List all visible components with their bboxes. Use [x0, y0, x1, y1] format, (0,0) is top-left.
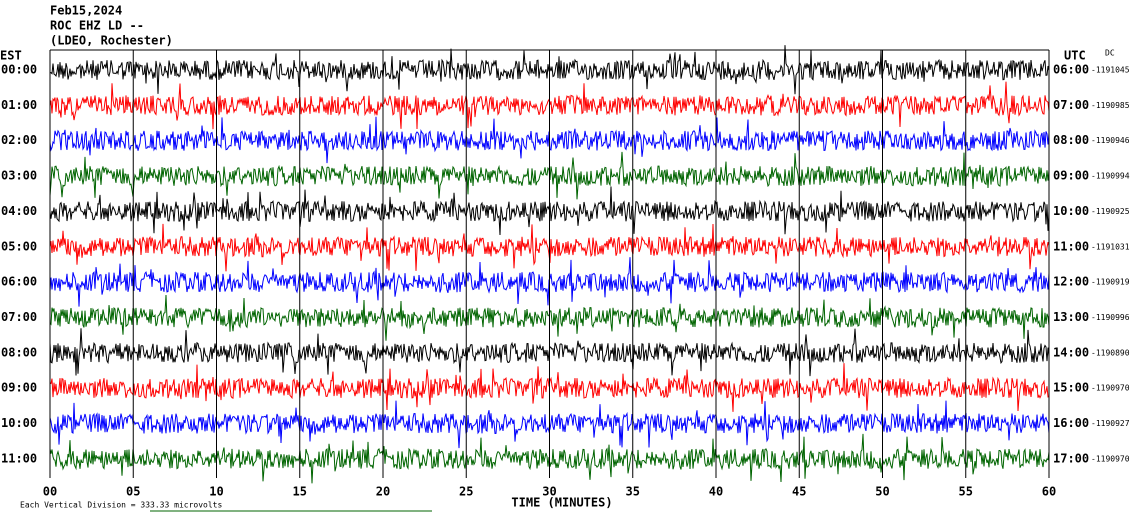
title-line: ROC EHZ LD -- — [50, 19, 144, 33]
est-time-label: 10:00 — [1, 416, 37, 430]
dc-offset: -1190996 — [1091, 313, 1130, 322]
dc-offset: -1190927 — [1091, 419, 1130, 428]
x-tick-label: 25 — [459, 485, 473, 499]
x-tick-label: 10 — [209, 485, 223, 499]
est-time-label: 08:00 — [1, 345, 37, 359]
dc-offset: -1190970 — [1091, 384, 1130, 393]
utc-time-label: 11:00 — [1053, 239, 1089, 253]
est-time-label: 01:00 — [1, 98, 37, 112]
est-time-label: 07:00 — [1, 310, 37, 324]
title-line: (LDEO, Rochester) — [50, 34, 173, 48]
est-time-label: 09:00 — [1, 381, 37, 395]
dc-offset: -1191031 — [1091, 242, 1130, 251]
utc-time-label: 09:00 — [1053, 169, 1089, 183]
utc-time-label: 17:00 — [1053, 451, 1089, 465]
utc-time-label: 14:00 — [1053, 345, 1089, 359]
est-time-label: 04:00 — [1, 204, 37, 218]
x-tick-label: 00 — [43, 485, 57, 499]
dc-label: DC — [1105, 49, 1115, 58]
x-tick-label: 15 — [293, 485, 307, 499]
x-tick-label: 55 — [959, 485, 973, 499]
x-tick-label: 20 — [376, 485, 390, 499]
utc-time-label: 10:00 — [1053, 204, 1089, 218]
utc-time-label: 13:00 — [1053, 310, 1089, 324]
dc-offset: -1190970 — [1091, 454, 1130, 463]
dc-offset: -1190985 — [1091, 101, 1130, 110]
dc-offset: -1190925 — [1091, 207, 1130, 216]
dc-offset: -1191045 — [1091, 66, 1130, 75]
utc-time-label: 07:00 — [1053, 98, 1089, 112]
est-time-label: 00:00 — [1, 63, 37, 77]
footer: Each Vertical Division = 333.33 microvol… — [20, 501, 222, 510]
x-tick-label: 30 — [542, 485, 556, 499]
x-tick-label: 60 — [1042, 485, 1056, 499]
x-tick-label: 45 — [792, 485, 806, 499]
utc-label: UTC — [1064, 49, 1086, 63]
utc-time-label: 15:00 — [1053, 381, 1089, 395]
est-time-label: 02:00 — [1, 133, 37, 147]
dc-offset: -1190994 — [1091, 172, 1130, 181]
x-axis-label: TIME (MINUTES) — [511, 496, 612, 510]
est-time-label: 06:00 — [1, 275, 37, 289]
x-tick-label: 35 — [626, 485, 640, 499]
est-label: EST — [0, 49, 22, 63]
x-tick-label: 40 — [709, 485, 723, 499]
dc-offset: -1190890 — [1091, 348, 1130, 357]
est-time-label: 03:00 — [1, 169, 37, 183]
x-tick-label: 50 — [875, 485, 889, 499]
title-line: Feb15,2024 — [50, 4, 122, 18]
utc-time-label: 08:00 — [1053, 133, 1089, 147]
utc-time-label: 06:00 — [1053, 63, 1089, 77]
dc-offset: -1190946 — [1091, 136, 1130, 145]
est-time-label: 11:00 — [1, 451, 37, 465]
utc-time-label: 12:00 — [1053, 275, 1089, 289]
utc-time-label: 16:00 — [1053, 416, 1089, 430]
x-tick-label: 05 — [126, 485, 140, 499]
dc-offset: -1190919 — [1091, 278, 1130, 287]
est-time-label: 05:00 — [1, 239, 37, 253]
